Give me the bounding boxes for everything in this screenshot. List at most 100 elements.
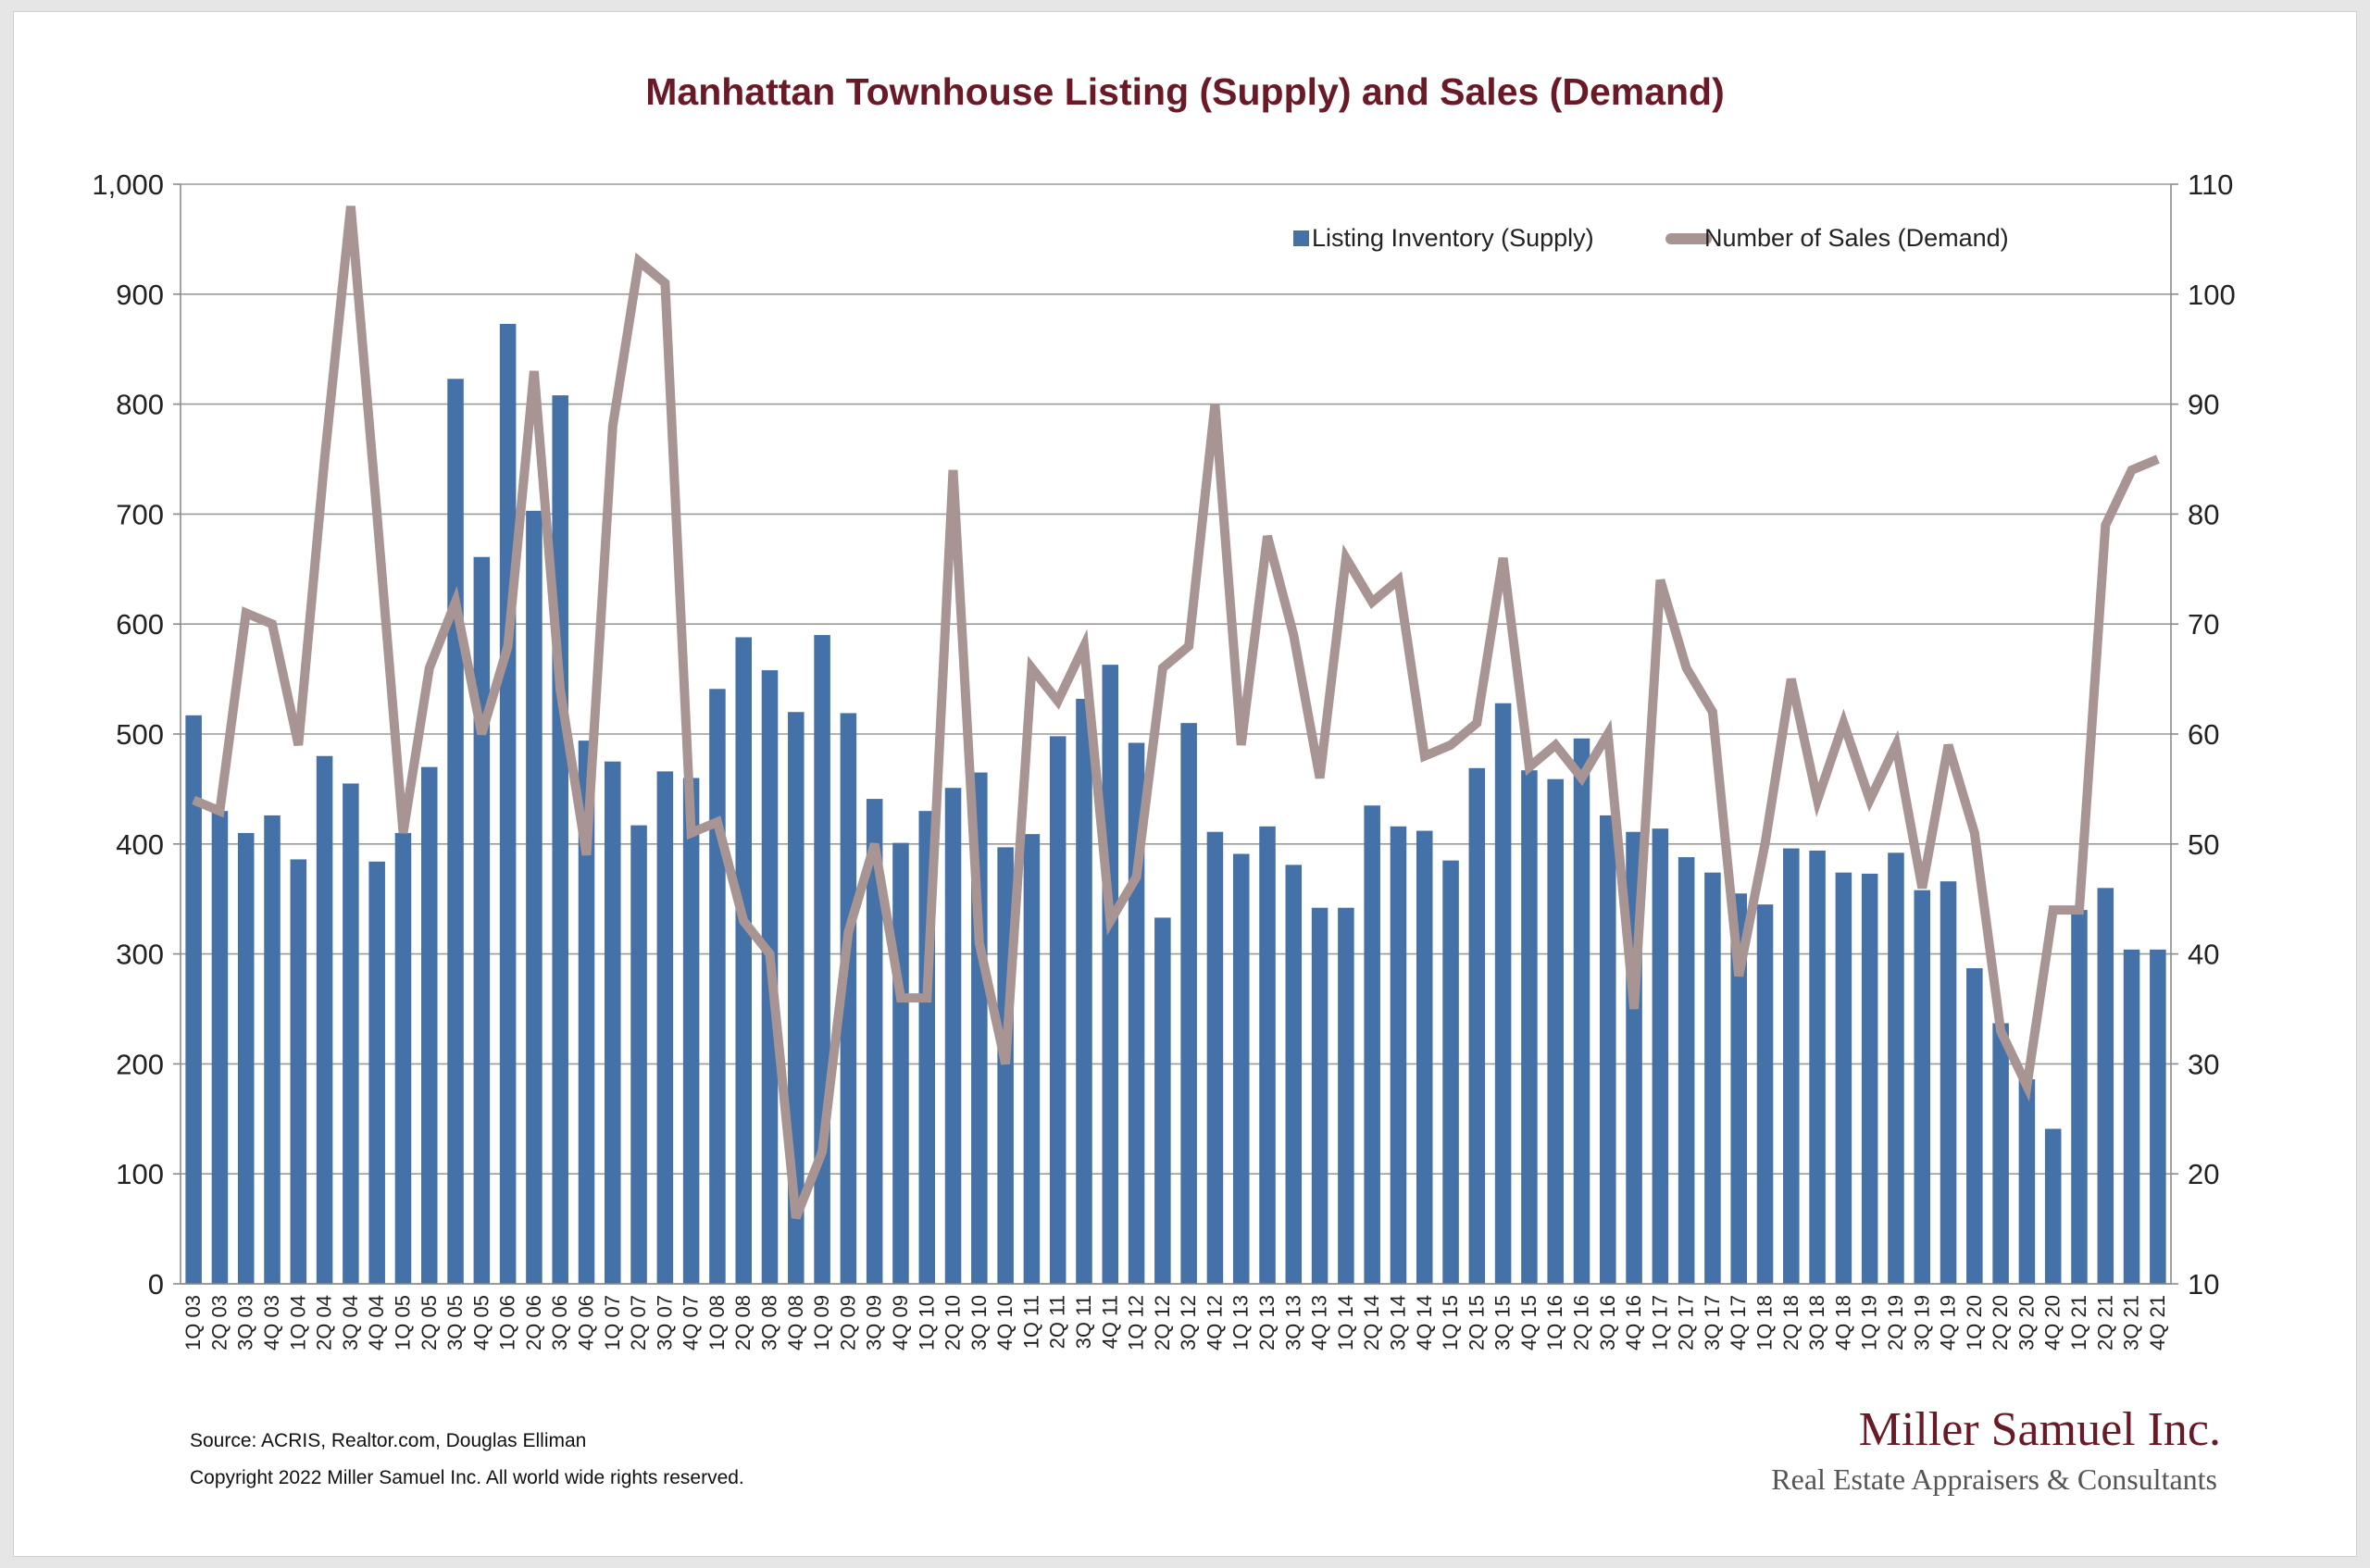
legend: Listing Inventory (Supply) Number of Sal… <box>1293 224 2009 252</box>
left-tick-label: 300 <box>116 939 164 971</box>
legend-label-number-of-sales: Number of Sales (Demand) <box>1704 224 2009 252</box>
x-tick-label: 1Q 13 <box>1229 1295 1253 1350</box>
bar-4Q-07 <box>682 778 700 1284</box>
right-tick-label: 60 <box>2188 718 2219 751</box>
x-tick-label: 2Q 05 <box>418 1295 441 1350</box>
x-tick-label: 4Q 04 <box>365 1295 388 1350</box>
x-tick-label: 1Q 04 <box>286 1295 309 1350</box>
bar-4Q-14 <box>1416 830 1433 1284</box>
left-tick-label: 700 <box>116 498 164 530</box>
x-tick-label: 2Q 09 <box>836 1295 859 1350</box>
left-tick-label: 0 <box>148 1268 164 1300</box>
x-tick-label: 2Q 19 <box>1884 1295 1907 1350</box>
x-tick-label: 1Q 16 <box>1543 1295 1566 1350</box>
bar-2Q-04 <box>316 755 333 1284</box>
right-tick-label: 90 <box>2188 389 2219 421</box>
x-tick-label: 3Q 16 <box>1596 1295 1619 1350</box>
bar-3Q-19 <box>1914 890 1931 1284</box>
bar-3Q-05 <box>447 379 464 1284</box>
bar-4Q-13 <box>1311 907 1328 1284</box>
x-tick-label: 3Q 07 <box>653 1295 676 1350</box>
left-tick-label: 600 <box>116 608 164 641</box>
x-tick-label: 3Q 03 <box>234 1295 257 1350</box>
x-tick-label: 1Q 08 <box>705 1295 729 1350</box>
bar-1Q-07 <box>605 761 621 1284</box>
x-tick-label: 2Q 20 <box>1989 1295 2012 1350</box>
bar-2Q-16 <box>1573 738 1590 1284</box>
x-tick-label: 2Q 21 <box>2093 1295 2116 1350</box>
bar-2Q-11 <box>1049 736 1066 1284</box>
x-tick-label: 2Q 06 <box>522 1295 545 1350</box>
right-tick-label: 20 <box>2188 1158 2219 1190</box>
bar-3Q-13 <box>1285 865 1303 1284</box>
bar-4Q-04 <box>368 861 385 1284</box>
x-tick-label: 4Q 08 <box>784 1295 807 1350</box>
bar-3Q-11 <box>1076 698 1092 1284</box>
bar-3Q-16 <box>1600 815 1616 1284</box>
chart-frame: Manhattan Townhouse Listing (Supply) and… <box>13 11 2357 1557</box>
brand-logo-name: Miller Samuel Inc. <box>1859 1403 2221 1456</box>
bar-1Q-17 <box>1652 828 1669 1284</box>
bar-3Q-18 <box>1809 850 1826 1284</box>
x-tick-label: 3Q 04 <box>339 1295 362 1350</box>
bar-4Q-15 <box>1521 770 1538 1284</box>
bar-1Q-14 <box>1338 907 1354 1284</box>
legend-swatch-listing-inventory <box>1293 230 1309 246</box>
x-tick-label: 2Q 18 <box>1779 1295 1802 1350</box>
bar-4Q-09 <box>892 842 909 1284</box>
legend-label-listing-inventory: Listing Inventory (Supply) <box>1312 224 1594 252</box>
x-tick-label: 3Q 20 <box>2014 1295 2038 1350</box>
left-axis-tick-labels: 0 100 200 300 400 500 600 700 800 900 1,000 <box>92 168 164 1300</box>
bar-3Q-14 <box>1390 826 1407 1284</box>
x-tick-label: 2Q 13 <box>1255 1295 1279 1350</box>
bar-2Q-14 <box>1364 805 1380 1284</box>
left-tick-label: 800 <box>116 389 164 421</box>
bar-4Q-05 <box>473 556 491 1284</box>
chart-title: Manhattan Townhouse Listing (Supply) and… <box>645 70 1725 113</box>
x-tick-label: 4Q 14 <box>1413 1295 1436 1350</box>
bar-2Q-06 <box>526 510 543 1284</box>
right-tick-label: 100 <box>2188 279 2236 311</box>
x-tick-label: 2Q 14 <box>1360 1295 1383 1350</box>
left-tick-label: 100 <box>116 1158 164 1190</box>
bar-2Q-17 <box>1678 857 1695 1284</box>
x-tick-label: 3Q 15 <box>1491 1295 1515 1350</box>
bar-4Q-12 <box>1206 831 1224 1284</box>
x-tick-label: 4Q 10 <box>993 1295 1017 1350</box>
x-tick-label: 3Q 06 <box>548 1295 571 1350</box>
x-tick-label: 3Q 17 <box>1701 1295 1724 1350</box>
x-tick-label: 4Q 21 <box>2146 1295 2169 1350</box>
left-tick-label: 200 <box>116 1048 164 1080</box>
x-tick-label: 1Q 07 <box>601 1295 624 1350</box>
bar-2Q-05 <box>420 766 438 1284</box>
x-tick-label: 3Q 21 <box>2120 1295 2143 1350</box>
x-tick-label: 3Q 05 <box>443 1295 467 1350</box>
x-axis-tick-labels: 1Q 03 2Q 03 3Q 03 4Q 03 1Q 04 2Q 04 3Q 04 4Q 04… <box>181 1295 2169 1350</box>
copyright-note: Copyright 2022 Miller Samuel Inc. All wo… <box>190 1467 744 1488</box>
x-tick-label: 2Q 17 <box>1675 1295 1698 1350</box>
bar-3Q-21 <box>2123 949 2140 1284</box>
right-tick-label: 50 <box>2188 828 2219 861</box>
bar-2Q-12 <box>1154 917 1171 1284</box>
x-tick-label: 1Q 09 <box>810 1295 833 1350</box>
right-axis-tick-labels: 10 20 30 40 50 60 70 80 90 100 110 <box>2188 168 2236 1300</box>
bar-3Q-09 <box>866 799 883 1284</box>
brand-logo-tagline: Real Estate Appraisers & Consultants <box>1771 1462 2217 1496</box>
bar-1Q-15 <box>1442 860 1459 1284</box>
bar-1Q-05 <box>394 832 412 1284</box>
x-tick-label: 3Q 13 <box>1281 1295 1304 1350</box>
x-tick-label: 1Q 15 <box>1439 1295 1462 1350</box>
x-tick-label: 3Q 11 <box>1072 1295 1095 1349</box>
x-tick-label: 2Q 08 <box>731 1295 755 1350</box>
x-tick-label: 2Q 15 <box>1465 1295 1488 1350</box>
bar-3Q-12 <box>1180 723 1197 1284</box>
bar-1Q-21 <box>2071 910 2088 1284</box>
x-tick-label: 3Q 10 <box>967 1295 991 1350</box>
bar-2Q-13 <box>1259 826 1276 1284</box>
bar-4Q-21 <box>2150 949 2166 1284</box>
x-tick-label: 3Q 12 <box>1177 1295 1200 1350</box>
left-tick-label: 400 <box>116 828 164 861</box>
bar-1Q-16 <box>1547 778 1564 1284</box>
right-tick-label: 110 <box>2188 168 2233 201</box>
bar-2Q-20 <box>1992 1023 2009 1284</box>
